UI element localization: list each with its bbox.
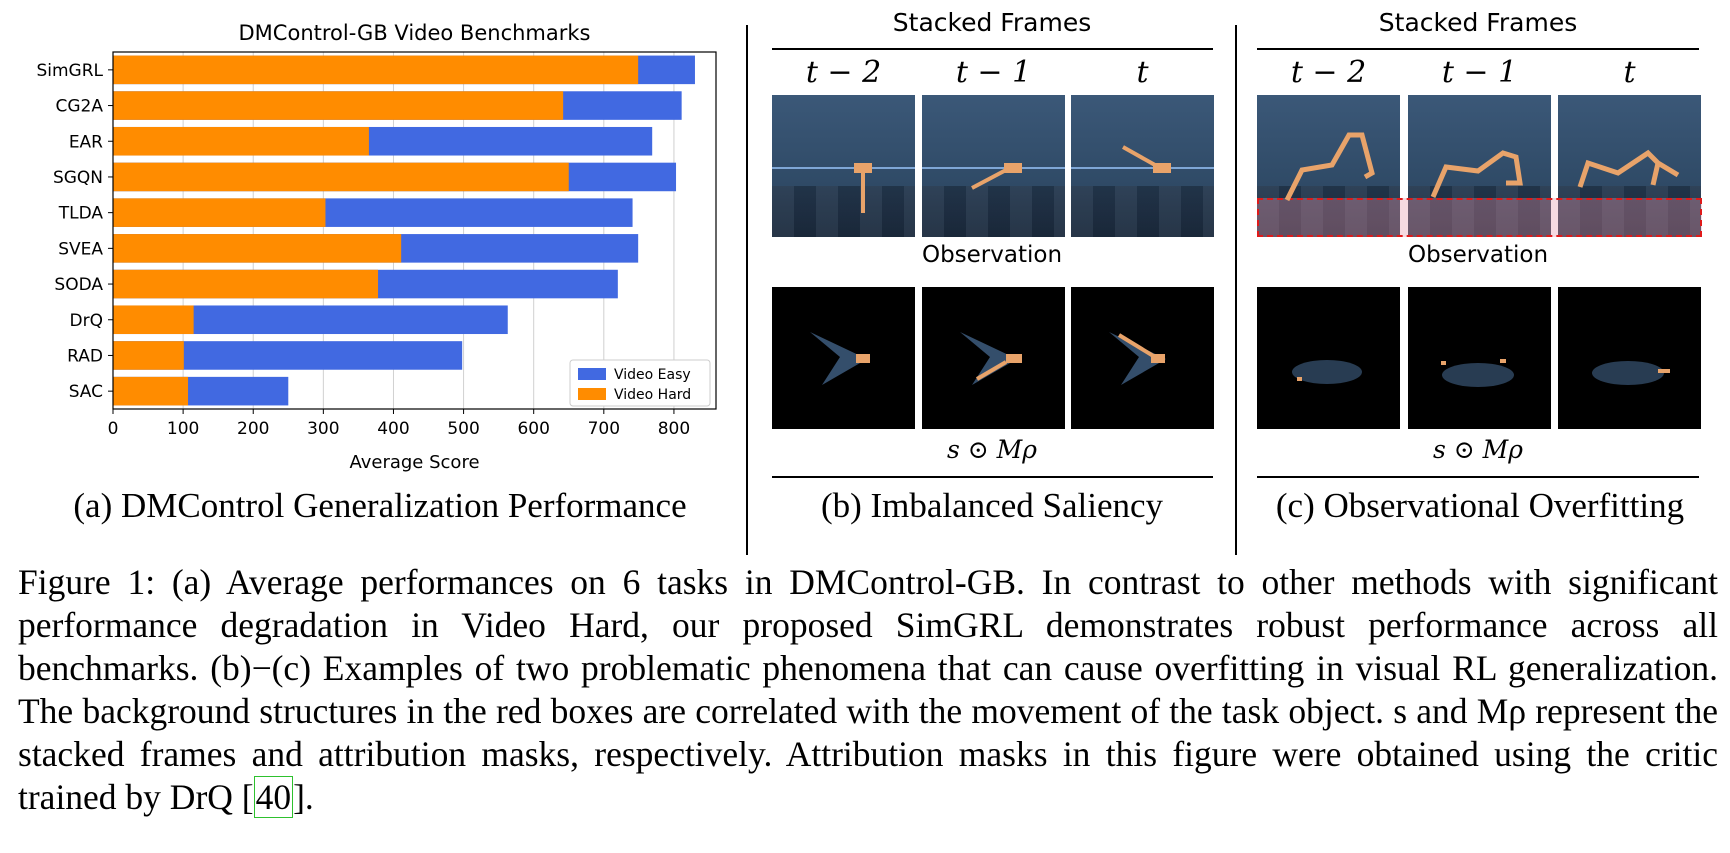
x-axis-label: Average Score: [349, 452, 479, 473]
panel-c-observation-label: Observation: [1407, 242, 1549, 268]
bar-video-hard-soda: [113, 269, 379, 299]
panel-c-stacked-frame-3: [1558, 95, 1701, 237]
panel-c-frame-label-1: t − 2: [1290, 55, 1367, 90]
panel-c-mask-3: [1558, 287, 1701, 429]
y-tick-label-soda: SODA: [54, 275, 103, 295]
panel-c-title: Stacked Frames: [1378, 8, 1578, 37]
x-tick-label-700: 700: [588, 419, 620, 439]
separator-left: [746, 25, 748, 555]
panel-c-stacked-frame-2: [1408, 95, 1551, 237]
x-tick-label-400: 400: [377, 419, 409, 439]
panel-b-mask-2: [922, 287, 1065, 429]
bar-video-hard-tlda: [113, 198, 326, 227]
legend-label-1: Video Hard: [614, 387, 691, 403]
panel-b-mask-1: [772, 287, 915, 429]
panel-c-stacked-frame-1: [1257, 95, 1400, 237]
caption-end: ].: [293, 777, 314, 817]
bar-video-hard-sac: [113, 376, 189, 406]
panel-b-mask-3: [1071, 287, 1214, 429]
y-tick-label-sac: SAC: [69, 382, 103, 402]
panel-b-frame-label-1: t − 2: [805, 55, 882, 90]
panel-c-formula: s ⊙ Mρ: [1433, 435, 1523, 464]
y-tick-label-sgqn: SGQN: [53, 168, 103, 188]
figure-caption: Figure 1: (a) Average performances on 6 …: [18, 561, 1718, 819]
bar-video-hard-rad: [113, 341, 184, 370]
plot-frame: [112, 51, 717, 410]
subcaption-b: (b) Imbalanced Saliency: [820, 486, 1164, 525]
x-tick-label-100: 100: [167, 419, 199, 439]
panel-c-frame-label-3: t: [1623, 55, 1636, 90]
panel-c-mask-1: [1257, 287, 1400, 429]
y-tick-label-rad: RAD: [67, 346, 103, 366]
bar-video-hard-cg2a: [113, 91, 564, 120]
bar-video-hard-sgqn: [113, 162, 569, 192]
panel-b-top-rule: [772, 48, 1213, 50]
panel-b-title: Stacked Frames: [892, 8, 1092, 37]
panel-c-frame-label-2: t − 1: [1441, 55, 1518, 90]
panel-c-top-rule: [1257, 48, 1699, 50]
panel-b-frame-label-3: t: [1136, 55, 1149, 90]
bar-video-hard-drq: [113, 305, 194, 335]
y-tick-label-cg2a: CG2A: [56, 97, 104, 117]
panel-b-observation-label: Observation: [921, 242, 1063, 268]
y-tick-label-svea: SVEA: [58, 239, 103, 259]
bar-video-hard-svea: [113, 234, 402, 263]
panel-b-stacked-frame-3: [1071, 95, 1214, 237]
red-dashed-box: [1257, 198, 1702, 237]
legend-label-0: Video Easy: [614, 367, 691, 383]
x-tick-label-800: 800: [658, 419, 690, 439]
bar-video-hard-ear: [113, 126, 369, 156]
panel-b-stacked-frame-1: [772, 95, 915, 237]
panel-b-frame-label-2: t − 1: [955, 55, 1032, 90]
subcaption-a: (a) DMControl Generalization Performance: [73, 486, 687, 525]
legend-swatch-1: [578, 388, 606, 400]
y-tick-label-tlda: TLDA: [58, 204, 104, 224]
bar-video-hard-simgrl: [113, 55, 639, 85]
legend-swatch-0: [578, 368, 606, 380]
caption-text: Figure 1: (a) Average performances on 6 …: [18, 562, 1718, 817]
panel-b-stacked-frame-2: [922, 95, 1065, 237]
separator-right: [1235, 25, 1237, 555]
x-tick-label-0: 0: [108, 419, 119, 439]
x-tick-label-600: 600: [517, 419, 549, 439]
y-tick-label-drq: DrQ: [70, 311, 103, 331]
panel-c-bottom-rule: [1257, 476, 1699, 478]
panel-b-formula: s ⊙ Mρ: [947, 435, 1037, 464]
panel-b-bottom-rule: [772, 476, 1213, 478]
y-tick-label-simgrl: SimGRL: [36, 61, 103, 81]
panel-c-mask-2: [1408, 287, 1551, 429]
citation-link[interactable]: 40: [253, 776, 294, 818]
x-tick-label-200: 200: [237, 419, 269, 439]
chart-title: DMControl-GB Video Benchmarks: [239, 21, 591, 45]
x-tick-label-500: 500: [447, 419, 479, 439]
x-tick-label-300: 300: [307, 419, 339, 439]
y-tick-label-ear: EAR: [69, 132, 103, 152]
subcaption-c: (c) Observational Overfitting: [1275, 486, 1685, 525]
